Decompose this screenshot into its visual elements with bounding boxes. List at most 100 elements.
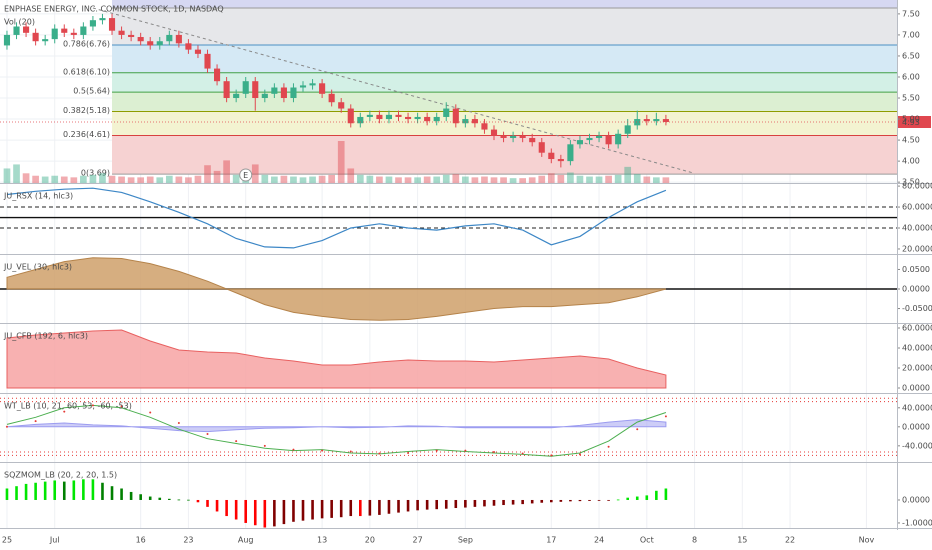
volume-bar xyxy=(60,176,68,183)
indicator-dot xyxy=(321,449,324,452)
volume-bar xyxy=(462,176,469,183)
indicator-area xyxy=(6,419,667,433)
fib-band xyxy=(112,135,897,175)
momentum-bar xyxy=(273,499,276,527)
momentum-bar xyxy=(530,499,534,504)
momentum-bar xyxy=(301,499,305,521)
candle-body xyxy=(452,108,459,124)
volume-bar xyxy=(423,176,431,183)
candle-body xyxy=(471,119,478,124)
momentum-bar xyxy=(234,499,238,520)
volume-bar xyxy=(137,177,145,183)
volume-bar xyxy=(547,173,555,183)
candle-body xyxy=(156,41,163,46)
y-tick-label: 7.50 xyxy=(902,9,920,18)
momentum-bar xyxy=(483,499,486,507)
momentum-bar xyxy=(444,499,448,509)
event-marker xyxy=(239,168,253,182)
candle-body xyxy=(147,41,154,46)
candle-body xyxy=(51,28,58,40)
candle-body xyxy=(99,18,106,21)
candle-body xyxy=(280,87,287,99)
candle-body xyxy=(13,26,20,35)
volume-bar xyxy=(223,160,230,183)
volume-bar xyxy=(70,177,78,183)
candle-body xyxy=(185,43,192,50)
volume-bar xyxy=(213,170,221,183)
volume-bar xyxy=(108,175,116,183)
volume-bar xyxy=(633,174,641,183)
y-tick-label: 5.00 xyxy=(902,115,920,124)
y-tick-label: 4.00 xyxy=(902,157,920,166)
momentum-bar xyxy=(359,499,362,517)
momentum-bar xyxy=(406,499,410,512)
candle-body xyxy=(634,119,641,126)
momentum-bar xyxy=(168,498,171,500)
indicator-dot xyxy=(493,451,496,454)
volume-bar xyxy=(194,175,202,183)
volume-label: Vol (20) xyxy=(4,18,35,27)
momentum-bar xyxy=(177,499,181,501)
candle-body xyxy=(3,34,11,46)
indicator-area xyxy=(6,257,667,321)
momentum-bar xyxy=(110,486,114,500)
volume-bar xyxy=(318,175,326,183)
momentum-bar xyxy=(416,499,419,511)
candle-body xyxy=(23,26,30,33)
volume-bar xyxy=(376,176,383,183)
y-tick-label: -0.0500 xyxy=(902,304,932,313)
volume-bar xyxy=(22,173,30,183)
indicator-dot xyxy=(63,410,66,413)
candle-body xyxy=(643,119,650,122)
x-tick-label: 16 xyxy=(136,536,146,545)
candle-body xyxy=(194,49,202,54)
candle-body xyxy=(290,87,297,99)
indicator-dot xyxy=(91,404,94,407)
indicator-area xyxy=(6,329,667,389)
momentum-bar xyxy=(148,496,152,500)
momentum-bar xyxy=(225,499,228,517)
momentum-bar xyxy=(454,499,458,509)
y-tick-label: 6.50 xyxy=(902,51,920,60)
candle-body xyxy=(481,123,488,130)
momentum-bar xyxy=(282,499,286,525)
volume-bar xyxy=(261,174,269,183)
candle-body xyxy=(261,93,268,99)
volume-bar xyxy=(347,168,355,183)
indicator-dot xyxy=(263,444,266,447)
volume-bar xyxy=(528,177,536,183)
momentum-bar xyxy=(62,481,66,500)
momentum-bar xyxy=(635,496,639,500)
y-tick-label: -40.0000 xyxy=(902,441,932,450)
candle-body xyxy=(252,81,259,99)
candle-body xyxy=(500,135,507,138)
candle-body xyxy=(576,140,584,145)
indicator-dot xyxy=(149,411,152,414)
volume-bar xyxy=(41,176,49,183)
candle-body xyxy=(510,135,517,138)
momentum-bar xyxy=(15,486,18,500)
candle-body xyxy=(366,114,373,117)
volume-bar xyxy=(662,177,670,183)
candle-body xyxy=(223,81,230,99)
y-tick-label: 60.0000 xyxy=(902,203,932,212)
indicator-dot xyxy=(5,425,8,428)
momentum-bar xyxy=(101,482,104,500)
volume-bar xyxy=(309,176,316,183)
x-tick-label: Aug xyxy=(238,536,254,545)
candle-body xyxy=(605,135,612,145)
candle-body xyxy=(233,93,240,99)
volume-bar xyxy=(471,177,479,183)
volume-bar xyxy=(299,177,307,183)
momentum-bar xyxy=(82,479,85,500)
momentum-bar xyxy=(72,480,76,500)
indicator-dot xyxy=(292,448,295,451)
momentum-bar xyxy=(626,497,629,500)
momentum-bar xyxy=(120,488,123,500)
momentum-bar xyxy=(320,499,324,519)
fib-band xyxy=(112,111,897,136)
last-price-label: 4.93 xyxy=(902,118,920,127)
trendline xyxy=(92,7,695,174)
volume-bar xyxy=(500,177,507,183)
